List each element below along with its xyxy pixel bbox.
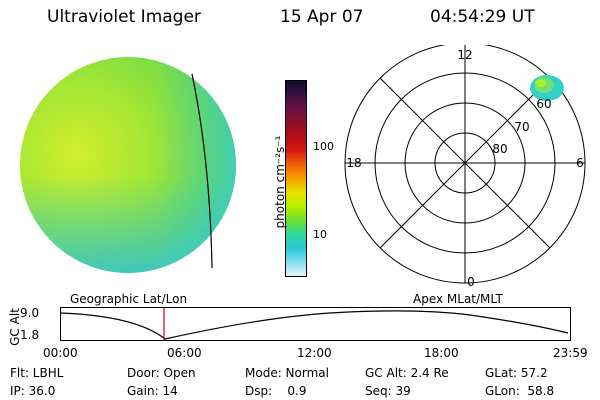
terminator-line [191,73,213,269]
filter-info: Flt: LBHL [10,366,64,380]
app-title: Ultraviolet Imager [47,7,201,27]
mlt-label-0: 0 [467,275,475,289]
glon-info: GLon: 58.8 [485,384,555,398]
gc-alt-info: GC Alt: 2.4 Re [365,366,449,380]
x-tick-1200: 12:00 [297,346,332,360]
mlat-label-60: 60 [536,97,551,111]
mlt-label-18: 18 [346,156,361,170]
mlt-label-6: 6 [576,156,584,170]
dsp-info: Dsp: 0.9 [245,384,307,398]
y-tick-low: 1.8 [20,328,40,342]
seq-info: Seq: 39 [365,384,411,398]
altitude-timeline [60,307,571,341]
mode-info: Mode: Normal [245,366,329,380]
earth-disk-image [20,57,236,273]
x-tick-2359: 23:59 [553,346,588,360]
colorbar [285,80,307,277]
time-label: 04:54:29 UT [430,7,535,27]
polar-plot: 12 18 6 0 60 70 80 [344,45,586,289]
y-tick-high: 9.0 [20,306,40,320]
colorbar-gradient [286,81,306,276]
colorbar-tick-10: 10 [313,228,327,241]
colorbar-label: photon cm⁻²s⁻¹ [273,135,287,229]
aurora-patch [525,73,570,105]
date-label: 15 Apr 07 [280,7,364,27]
door-info: Door: Open [127,366,196,380]
geographic-label: Geographic Lat/Lon [70,292,188,306]
ip-info: IP: 36.0 [10,384,56,398]
timeline-frame [60,307,571,341]
mlat-label-70: 70 [514,120,529,134]
x-tick-0600: 06:00 [167,346,202,360]
altitude-curve [60,310,569,340]
gain-info: Gain: 14 [127,384,178,398]
glat-info: GLat: 57.2 [485,366,548,380]
x-tick-0000: 00:00 [43,346,78,360]
x-tick-1800: 18:00 [424,346,459,360]
apex-label: Apex MLat/MLT [413,292,503,306]
mlat-label-80: 80 [492,142,507,156]
mlt-label-12: 12 [457,48,472,62]
colorbar-tick-100: 100 [313,140,334,153]
